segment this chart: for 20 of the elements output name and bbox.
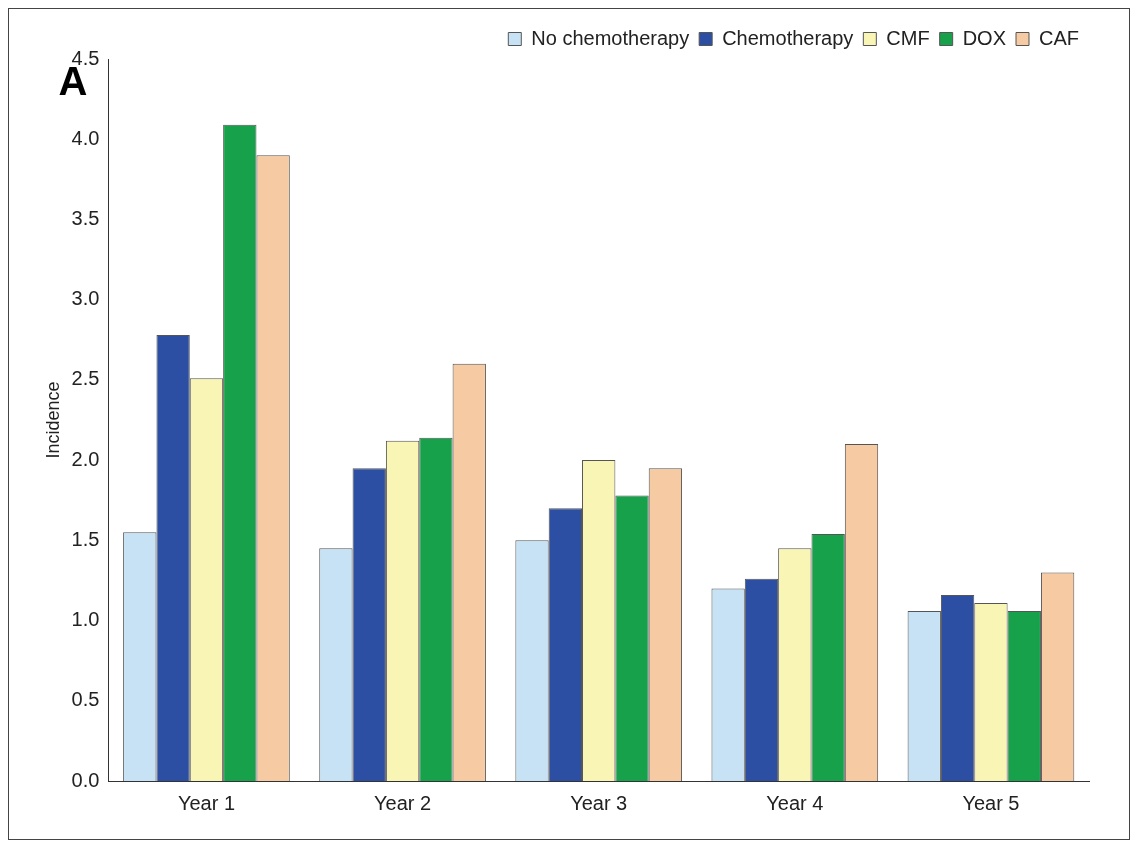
legend-label: CMF [886,26,930,49]
y-tick-label: 1.0 [71,608,100,631]
y-axis-title: Incidence [42,381,63,459]
y-tick-label: 0.0 [71,768,100,791]
y-tick-label: 2.5 [71,367,100,390]
legend-label: CAF [1039,26,1079,49]
x-tick-label: Year 4 [766,791,824,814]
y-tick-label: 3.5 [71,206,100,229]
x-tick-label: Year 3 [570,791,628,814]
legend-label: No chemotherapy [531,26,690,49]
x-tick-label: Year 1 [177,791,236,814]
y-tick-label: 4.0 [71,126,100,149]
legend-label: DOX [962,26,1006,49]
y-tick-label: 1.5 [71,527,100,550]
y-tick-label: 3.0 [71,287,100,310]
x-tick-label: Year 2 [374,791,432,814]
y-tick-label: 0.5 [71,688,100,711]
x-tick-label: Year 5 [962,791,1020,814]
y-tick-label: 2.0 [71,447,100,470]
legend-label: Chemotherapy [722,26,854,49]
